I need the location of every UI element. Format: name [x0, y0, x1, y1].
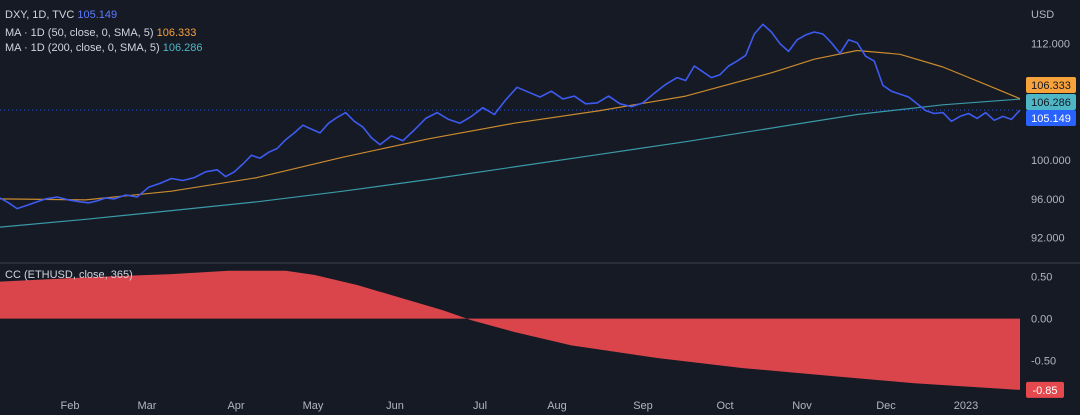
- x-tick-label: Apr: [227, 400, 244, 412]
- y-tick-label: 92.000: [1031, 233, 1065, 245]
- cc-y-tick-label: -0.50: [1031, 356, 1056, 368]
- x-tick-label: Dec: [876, 400, 896, 412]
- cc-badge-bg: [1026, 381, 1064, 398]
- price-badge-bg: [1026, 110, 1076, 126]
- dxy-line: [0, 23, 1021, 210]
- legend-dxy: DXY, 1D, TVC 105.149: [5, 9, 117, 21]
- ma50-line: [0, 49, 1021, 201]
- x-tick-label: Aug: [547, 400, 567, 412]
- price-badge-bg: [1026, 94, 1076, 110]
- y-tick-label: 100.000: [1031, 155, 1071, 167]
- x-tick-label: Jul: [473, 400, 487, 412]
- legend-ma50: MA · 1D (50, close, 0, SMA, 5) 106.333: [5, 27, 196, 39]
- x-tick-label: Jun: [386, 400, 404, 412]
- ma200-line: [0, 98, 1021, 228]
- cc-y-tick-label: 0.50: [1031, 272, 1052, 284]
- legend-ma200: MA · 1D (200, close, 0, SMA, 5) 106.286: [5, 42, 203, 54]
- x-tick-label: Nov: [792, 400, 812, 412]
- legend-dxy-symbol: DXY, 1D, TVC: [5, 9, 75, 21]
- x-tick-label: Oct: [716, 400, 733, 412]
- price-badge-label: 106.333: [1031, 80, 1071, 92]
- price-badge: 106.333: [1026, 77, 1076, 93]
- price-badge: 106.286: [1026, 94, 1076, 110]
- y-tick-label: 96.000: [1031, 194, 1065, 206]
- price-badge-bg: [1026, 77, 1076, 93]
- legend-cc: CC (ETHUSD, close, 365): [5, 269, 133, 281]
- legend-dxy-value: 105.149: [77, 9, 118, 21]
- legend-ma50-label: MA · 1D (50, close, 0, SMA, 5): [5, 27, 154, 39]
- legend-cc-label: CC (ETHUSD, close, 365): [5, 269, 133, 281]
- cc-y-tick-label: 0.00: [1031, 314, 1052, 326]
- price-badge-label: 106.286: [1031, 97, 1071, 109]
- y-tick-label: 112.000: [1031, 39, 1070, 51]
- currency-label: USD: [1031, 9, 1055, 21]
- x-tick-label: Mar: [138, 400, 157, 412]
- cc-area: [0, 270, 1020, 390]
- legend-ma50-value: 106.333: [156, 27, 197, 39]
- legend-ma200-label: MA · 1D (200, close, 0, SMA, 5): [5, 42, 160, 54]
- price-badge-label: 105.149: [1031, 113, 1071, 125]
- x-tick-label: 2023: [954, 400, 978, 412]
- x-tick-label: Feb: [61, 400, 80, 412]
- price-badge: 105.149: [1026, 110, 1076, 126]
- x-tick-label: Sep: [633, 400, 653, 412]
- cc-badge-label: -0.85: [1032, 385, 1057, 397]
- x-tick-label: May: [303, 400, 324, 412]
- legend-ma200-value: 106.286: [162, 42, 203, 54]
